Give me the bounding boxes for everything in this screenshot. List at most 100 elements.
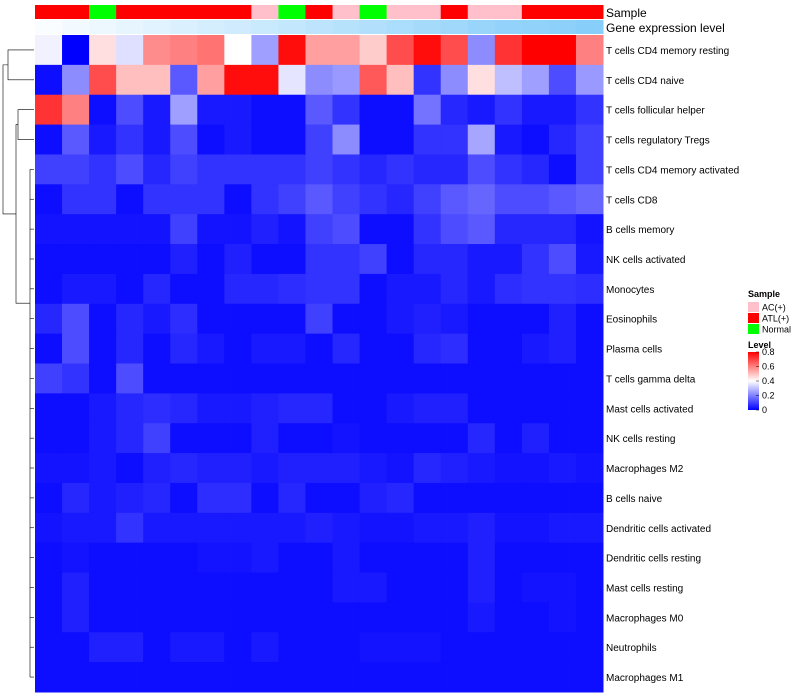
heatmap-cell xyxy=(143,512,171,544)
heatmap-cell xyxy=(386,333,415,364)
heatmap-cell xyxy=(440,94,469,126)
heatmap-cell xyxy=(413,423,442,454)
heatmap-cell xyxy=(494,244,523,275)
heatmap-cell xyxy=(170,482,198,514)
heatmap-cell xyxy=(305,244,334,275)
sample-annotation-cell xyxy=(35,5,63,19)
heatmap-cell xyxy=(305,273,334,305)
heatmap-cell xyxy=(278,303,306,335)
heatmap-cell xyxy=(197,94,225,126)
heatmap-cell xyxy=(251,94,279,126)
row-label: Macrophages M0 xyxy=(606,613,684,624)
expression-annotation-cell xyxy=(467,20,496,34)
heatmap-cell xyxy=(521,632,550,663)
heatmap-cell xyxy=(224,273,252,305)
heatmap-cell xyxy=(116,214,144,245)
heatmap-cell xyxy=(359,184,388,215)
heatmap-cell xyxy=(35,393,63,424)
heatmap-cell xyxy=(62,512,90,544)
heatmap-cell xyxy=(62,363,90,394)
heatmap-cell xyxy=(251,124,279,155)
heatmap-cell xyxy=(332,393,361,424)
heatmap-cell xyxy=(332,94,361,126)
row-label: Macrophages M2 xyxy=(606,464,684,475)
row-label: Eosinophils xyxy=(606,315,657,326)
heatmap-cell xyxy=(305,632,334,663)
heatmap-cell xyxy=(116,393,144,424)
heatmap-cell xyxy=(440,214,469,245)
heatmap-cell xyxy=(89,124,117,155)
level-legend-tick-label: 0.6 xyxy=(762,362,775,372)
heatmap-cell xyxy=(251,273,279,305)
heatmap-cell xyxy=(89,94,117,126)
heatmap-cell xyxy=(575,482,604,514)
sample-annotation-track xyxy=(35,5,604,19)
heatmap-cell xyxy=(521,363,550,394)
heatmap-cell xyxy=(359,393,388,424)
heatmap-cell xyxy=(224,662,252,693)
expression-annotation-cell xyxy=(251,20,279,34)
heatmap-cell xyxy=(332,542,361,574)
sample-legend-swatch xyxy=(748,313,759,323)
heatmap-cell xyxy=(62,333,90,364)
heatmap-cell xyxy=(62,94,90,126)
heatmap-cell xyxy=(278,602,306,633)
heatmap-cell xyxy=(575,363,604,394)
heatmap-cell xyxy=(440,184,469,215)
expression-annotation-cell xyxy=(197,20,225,34)
heatmap-cell xyxy=(467,154,496,185)
heatmap-cell xyxy=(494,542,523,574)
heatmap-cell xyxy=(359,572,388,603)
heatmap-cell xyxy=(521,124,550,155)
heatmap-cell xyxy=(575,393,604,424)
heatmap-cell xyxy=(359,64,388,96)
heatmap-cell xyxy=(413,303,442,335)
expression-annotation-cell xyxy=(332,20,361,34)
heatmap-cell xyxy=(305,512,334,544)
heatmap-cell xyxy=(359,512,388,544)
sample-annotation-cell xyxy=(251,5,279,19)
heatmap-cell xyxy=(116,124,144,155)
heatmap-cell xyxy=(359,214,388,245)
sample-legend-swatch xyxy=(748,302,759,312)
heatmap-cell xyxy=(197,393,225,424)
heatmap-cell xyxy=(170,333,198,364)
heatmap-cell xyxy=(89,602,117,633)
heatmap-cell xyxy=(116,602,144,633)
heatmap-cell xyxy=(35,303,63,335)
heatmap-cell xyxy=(359,35,388,66)
heatmap-cell xyxy=(575,512,604,544)
heatmap-cell xyxy=(251,303,279,335)
sample-annotation-cell xyxy=(386,5,415,19)
heatmap-cell xyxy=(278,393,306,424)
heatmap-cell xyxy=(170,542,198,574)
heatmap-cell xyxy=(170,423,198,454)
heatmap-cell xyxy=(467,214,496,245)
heatmap-cell xyxy=(278,453,306,484)
sample-annotation-cell xyxy=(116,5,144,19)
heatmap-cell xyxy=(35,244,63,275)
heatmap-cell xyxy=(89,363,117,394)
heatmap-cell xyxy=(413,542,442,574)
heatmap-cell xyxy=(116,303,144,335)
heatmap-cell xyxy=(575,453,604,484)
row-label: Dendritic cells resting xyxy=(606,554,701,565)
heatmap-cell xyxy=(359,482,388,514)
heatmap-cell xyxy=(116,482,144,514)
heatmap-cell xyxy=(305,572,334,603)
heatmap-cell xyxy=(413,184,442,215)
level-legend-title: Level xyxy=(748,340,771,350)
heatmap-cell xyxy=(35,64,63,96)
heatmap-cell xyxy=(575,632,604,663)
row-label: B cells naive xyxy=(606,494,663,505)
sample-legend-title: Sample xyxy=(748,289,780,299)
heatmap-cell xyxy=(35,572,63,603)
heatmap-cell xyxy=(62,542,90,574)
expression-annotation-track xyxy=(35,20,604,34)
heatmap-cell xyxy=(386,244,415,275)
heatmap-cell xyxy=(575,244,604,275)
heatmap-cell xyxy=(521,35,550,66)
heatmap-cell xyxy=(116,662,144,693)
heatmap-cell xyxy=(575,184,604,215)
heatmap-cell xyxy=(278,35,306,66)
